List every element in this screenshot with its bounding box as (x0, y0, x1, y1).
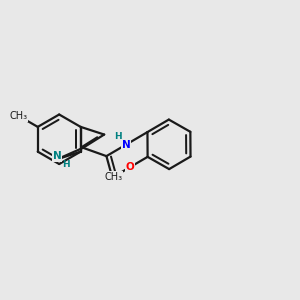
Text: H: H (114, 133, 122, 142)
Text: N: N (53, 151, 62, 161)
Text: CH₃: CH₃ (9, 111, 28, 121)
Text: CH₃: CH₃ (104, 172, 122, 182)
Text: O: O (108, 171, 116, 182)
Text: N: N (122, 140, 130, 150)
Text: O: O (126, 162, 134, 172)
Text: H: H (62, 160, 70, 169)
